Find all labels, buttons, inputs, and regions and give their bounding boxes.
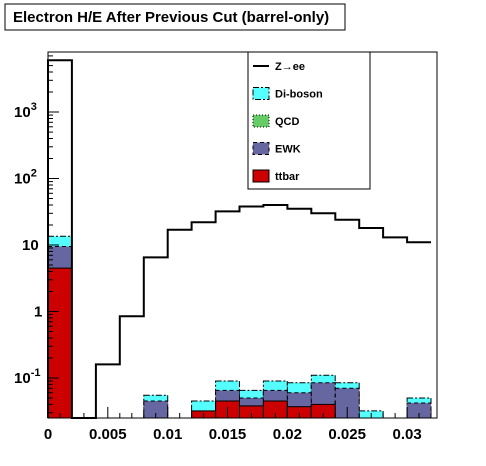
x-tick-label-3: 0.015 <box>209 426 247 443</box>
legend-swatch-ewk <box>252 142 270 155</box>
legend-swatch-di-boson <box>252 87 270 100</box>
x-tick-label-0: 0 <box>44 426 52 443</box>
line-layer <box>47 59 431 419</box>
plot-frame <box>48 52 437 418</box>
legend-label-3: EWK <box>275 144 301 156</box>
title-box <box>4 3 346 31</box>
legend-label-4: ttbar <box>275 171 300 183</box>
legend: Z→ee Di-boson QCD EWK ttbar <box>247 51 371 190</box>
legend-label-2: QCD <box>275 116 300 128</box>
bars-layer <box>47 235 432 419</box>
series-line-zee <box>47 59 431 419</box>
axes-layer: 0 0.005 0.01 0.015 0.02 0.025 0.03 10-1 1 10 102 10… <box>14 51 432 443</box>
bar-ttbar-0 <box>47 267 73 419</box>
y-tick-label-3: 102 <box>14 168 37 188</box>
legend-swatch-qcd <box>252 114 270 128</box>
x-tick-label-4: 0.02 <box>273 426 302 443</box>
y-tick-label-4: 103 <box>14 101 37 121</box>
chart-title: Electron H/E After Previous Cut (barrel-… <box>13 9 329 26</box>
x-tick-label-5: 0.025 <box>328 426 366 443</box>
y-tick-label-0: 10-1 <box>14 367 40 387</box>
x-tick-label-2: 0.01 <box>153 426 182 443</box>
plot-border <box>47 51 438 419</box>
legend-label-1: Di-boson <box>275 89 323 101</box>
x-tick-label-1: 0.005 <box>89 426 127 443</box>
legend-label-0: Z→ee <box>275 61 305 73</box>
x-tick-label-6: 0.03 <box>392 426 421 443</box>
legend-swatch-ttbar <box>252 169 270 183</box>
y-tick-label-2: 10 <box>22 237 39 254</box>
y-tick-label-1: 1 <box>34 304 42 321</box>
